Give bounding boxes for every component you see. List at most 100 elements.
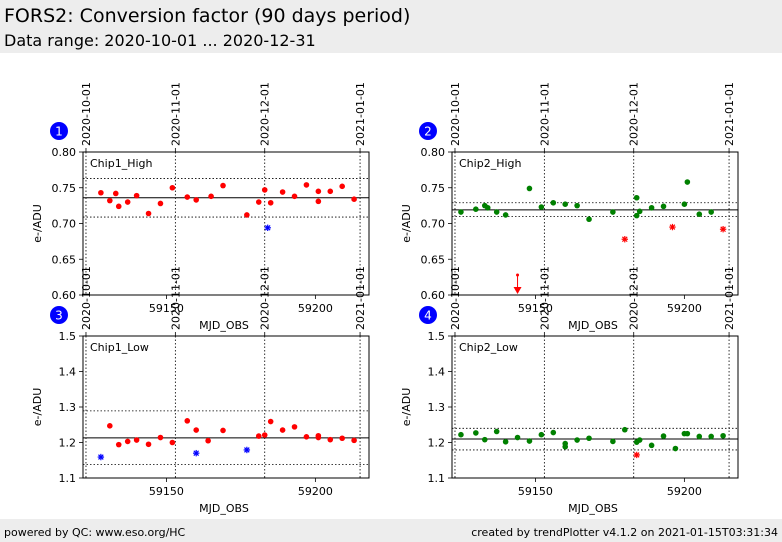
data-point: [208, 193, 214, 200]
outlier-stroke: [621, 236, 628, 243]
data-point: [145, 210, 152, 217]
data-point: [610, 209, 616, 215]
panel-number: 4: [424, 309, 432, 323]
outlier-point: [621, 236, 628, 243]
outlier-point: [719, 226, 727, 233]
data-point: [458, 431, 464, 438]
data-point: [633, 212, 640, 219]
data-point: [636, 437, 643, 443]
y-tick-label: 1.5: [428, 330, 446, 343]
data-point: [124, 438, 131, 445]
offscale-arrow-origin: [516, 273, 520, 277]
data-point: [684, 430, 691, 437]
data-point: [205, 437, 211, 444]
date-tick-label: 2020-11-01: [169, 82, 182, 146]
panel-number: 3: [55, 309, 63, 323]
data-point: [481, 436, 488, 443]
panel-number-badge: [50, 306, 68, 324]
panel-number: 1: [55, 125, 63, 139]
date-tick-label: 2021-01-01: [723, 266, 736, 330]
data-point: [145, 441, 152, 448]
data-point: [708, 209, 714, 215]
data-point: [169, 439, 176, 446]
panel-label: Chip2_Low: [459, 341, 518, 354]
y-tick-label: 0.80: [421, 146, 446, 159]
panel-number-badge: [419, 122, 437, 140]
data-point: [112, 190, 119, 197]
y-axis-label: e-/ADU: [400, 204, 413, 243]
date-tick-label: 2020-11-01: [169, 266, 182, 330]
y-tick-label: 0.65: [421, 253, 446, 266]
data-point: [514, 434, 521, 441]
data-point: [458, 209, 464, 215]
data-point: [720, 432, 726, 439]
date-tick-label: 2020-10-01: [80, 266, 93, 330]
data-point: [220, 427, 226, 434]
data-point: [684, 179, 691, 185]
date-tick-label: 2020-11-01: [538, 82, 551, 146]
data-point: [681, 201, 688, 207]
panel-number: 2: [424, 125, 432, 139]
y-axis-label: e-/ADU: [400, 388, 413, 427]
footer-timestamp: created by trendPlotter v4.1.2 on 2021-0…: [471, 526, 778, 539]
data-point: [648, 442, 655, 449]
data-point: [193, 427, 200, 433]
data-point: [267, 199, 274, 206]
outlier-point: [193, 449, 200, 457]
data-point: [133, 192, 140, 199]
outlier-stroke: [669, 224, 676, 230]
data-point: [279, 189, 286, 195]
data-point: [303, 182, 310, 188]
panel-label: Chip2_High: [459, 157, 521, 170]
x-tick-label: 59200: [667, 485, 702, 498]
data-point: [261, 432, 268, 438]
data-point: [493, 209, 500, 215]
plot-frame: [82, 335, 370, 479]
offscale-arrow-head: [513, 287, 522, 294]
y-tick-label: 1.5: [59, 330, 77, 343]
x-axis-label: MJD_OBS: [199, 319, 249, 332]
date-tick-label: 2020-12-01: [628, 82, 641, 146]
data-point: [526, 185, 533, 192]
x-tick-label: 59150: [518, 302, 553, 315]
data-point: [107, 197, 113, 204]
data-point: [493, 428, 500, 435]
date-tick-label: 2020-12-01: [259, 82, 272, 146]
data-point: [660, 203, 667, 210]
y-axis-label: e-/ADU: [31, 204, 44, 243]
outlier-stroke: [720, 226, 726, 233]
outlier-stroke: [244, 447, 250, 453]
data-point: [339, 183, 345, 190]
outlier-point: [243, 446, 251, 454]
data-point: [291, 424, 298, 430]
x-tick-label: 59150: [518, 485, 553, 498]
y-tick-label: 1.1: [59, 472, 77, 485]
data-point: [636, 208, 643, 215]
y-tick-label: 0.60: [421, 289, 446, 302]
data-point: [184, 418, 191, 424]
data-point: [220, 182, 226, 189]
date-tick-label: 2021-01-01: [723, 82, 736, 146]
y-tick-label: 1.4: [428, 366, 446, 379]
data-point: [339, 435, 345, 442]
data-point: [327, 188, 334, 195]
date-tick-label: 2020-11-01: [538, 266, 551, 330]
data-point: [169, 184, 176, 191]
data-point: [184, 194, 191, 200]
data-point: [315, 432, 322, 439]
date-tick-label: 2020-10-01: [449, 82, 462, 146]
data-point: [133, 437, 140, 443]
data-point: [708, 433, 714, 440]
outlier-stroke: [193, 450, 200, 456]
data-point: [562, 201, 569, 207]
data-point: [279, 427, 286, 433]
date-tick-label: 2020-12-01: [628, 266, 641, 330]
data-point: [696, 433, 703, 440]
footer-bar: [0, 519, 782, 542]
y-axis-label: e-/ADU: [31, 388, 44, 427]
data-point: [193, 197, 200, 203]
data-point: [574, 437, 580, 443]
data-point: [621, 426, 628, 433]
panel-number-badge: [50, 122, 68, 140]
outlier-stroke: [264, 224, 271, 231]
